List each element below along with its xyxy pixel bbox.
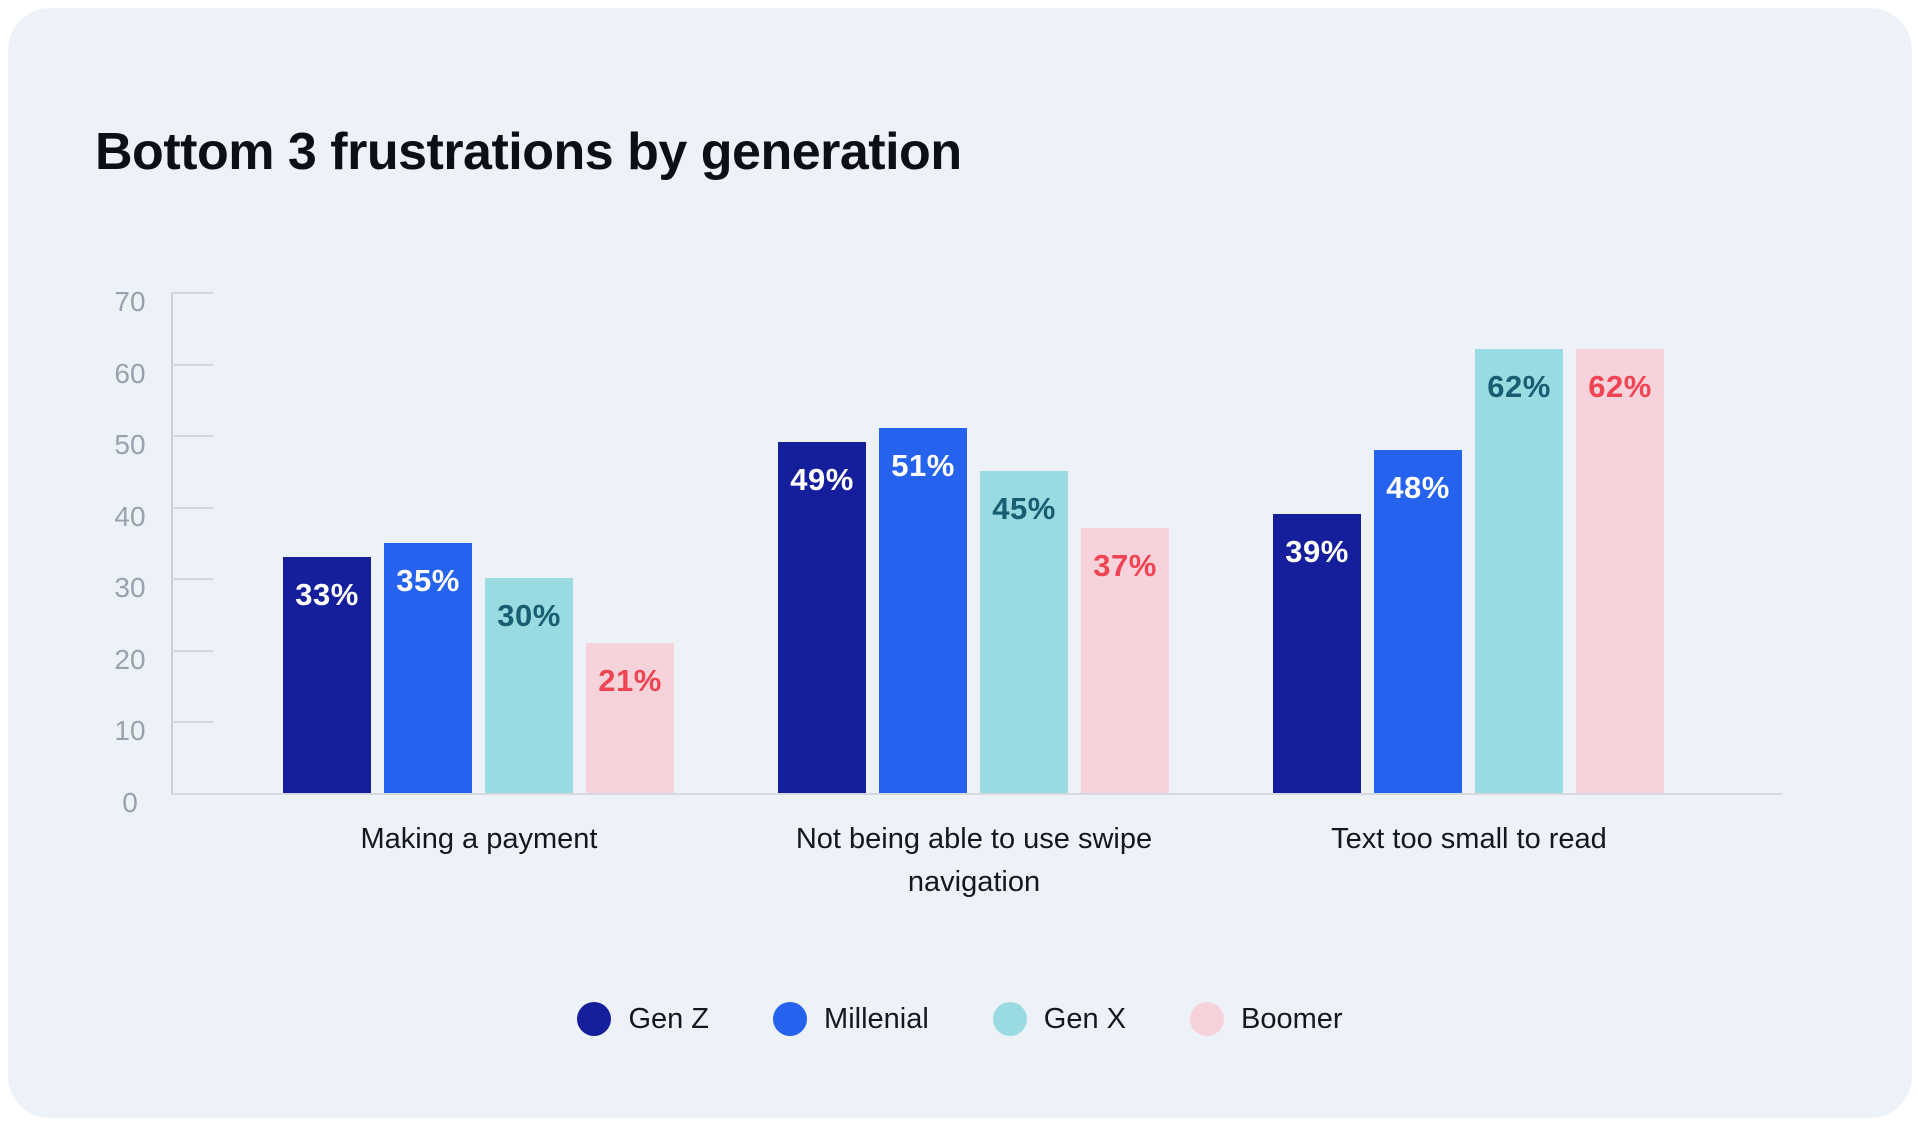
y-axis-line xyxy=(171,292,173,793)
category-label-text-too-small-to-read: Text too small to read xyxy=(1331,823,1607,855)
legend-label: Gen X xyxy=(1043,1002,1127,1035)
bar-millenial-not-being-able-to-use-swipe-navigation: 51% xyxy=(879,428,967,793)
y-tick-line xyxy=(171,578,213,580)
legend-swatch-gen-z-icon xyxy=(577,1002,612,1036)
y-tick-line xyxy=(171,292,213,294)
y-tick-label: 40 xyxy=(114,501,146,532)
y-tick-line xyxy=(171,435,213,437)
bar-gen-x-making-a-payment: 30% xyxy=(485,578,573,793)
bar-value-label: 48% xyxy=(1386,469,1450,505)
legend-label: Millenial xyxy=(824,1002,929,1035)
chart-layer: Bottom 3 frustrations by generation 0 10 2… xyxy=(8,8,1912,1118)
bar-boomer-text-too-small-to-read: 62% xyxy=(1576,349,1664,793)
legend-item-boomer: Boomer xyxy=(1190,1002,1343,1036)
legend-label: Boomer xyxy=(1241,1002,1343,1035)
legend-swatch-gen-x-icon xyxy=(992,1002,1027,1036)
x-axis-line xyxy=(171,793,1782,795)
legend-item-millenial: Millenial xyxy=(773,1002,929,1036)
bar-value-label: 62% xyxy=(1487,369,1551,405)
legend-swatch-millenial-icon xyxy=(773,1002,808,1036)
bar-value-label: 39% xyxy=(1285,533,1349,569)
bar-value-label: 30% xyxy=(497,598,561,634)
legend: Gen Z Millenial Gen X Boomer xyxy=(8,1002,1912,1036)
y-tick-label: 20 xyxy=(114,644,146,675)
y-tick-label: 70 xyxy=(114,286,146,317)
y-tick-line xyxy=(171,650,213,652)
y-tick-label: 30 xyxy=(114,572,146,603)
bar-value-label: 21% xyxy=(598,662,662,698)
chart-card: Bottom 3 frustrations by generation 0 10 2… xyxy=(8,8,1912,1118)
y-tick-label: 50 xyxy=(114,429,146,460)
legend-item-gen-x: Gen X xyxy=(992,1002,1127,1036)
bar-gen-z-text-too-small-to-read: 39% xyxy=(1273,513,1361,793)
legend-swatch-boomer-icon xyxy=(1190,1002,1225,1036)
bar-value-label: 37% xyxy=(1093,548,1157,584)
legend-item-gen-z: Gen Z xyxy=(577,1002,709,1036)
chart-title: Bottom 3 frustrations by generation xyxy=(95,123,962,181)
bar-gen-z-making-a-payment: 33% xyxy=(283,556,371,793)
bar-value-label: 62% xyxy=(1588,369,1652,405)
y-tick-line xyxy=(171,364,213,366)
bar-value-label: 45% xyxy=(992,490,1056,526)
bar-gen-x-not-being-able-to-use-swipe-navigation: 45% xyxy=(980,470,1068,793)
bar-value-label: 49% xyxy=(790,462,854,498)
bar-boomer-making-a-payment: 21% xyxy=(586,642,674,793)
bar-value-label: 51% xyxy=(891,448,955,483)
y-tick-line xyxy=(171,721,213,723)
y-tick-line xyxy=(171,507,213,509)
y-tick-label: 10 xyxy=(114,715,146,746)
bar-millenial-making-a-payment: 35% xyxy=(384,542,472,793)
bar-value-label: 35% xyxy=(396,562,460,598)
bar-millenial-text-too-small-to-read: 48% xyxy=(1374,449,1462,793)
bar-value-label: 33% xyxy=(295,576,359,612)
category-label-making-a-payment: Making a payment xyxy=(360,823,598,855)
bar-gen-z-not-being-able-to-use-swipe-navigation: 49% xyxy=(778,442,866,793)
legend-label: Gen Z xyxy=(628,1002,710,1035)
bar-boomer-not-being-able-to-use-swipe-navigation: 37% xyxy=(1081,528,1169,793)
bar-gen-x-text-too-small-to-read: 62% xyxy=(1475,349,1563,793)
y-tick-label: 60 xyxy=(114,358,146,389)
category-label-not-being-able-to-use-swipe-navigation: Not being able to use swipe navigation xyxy=(795,823,1153,898)
y-tick-label: 0 xyxy=(122,787,138,818)
